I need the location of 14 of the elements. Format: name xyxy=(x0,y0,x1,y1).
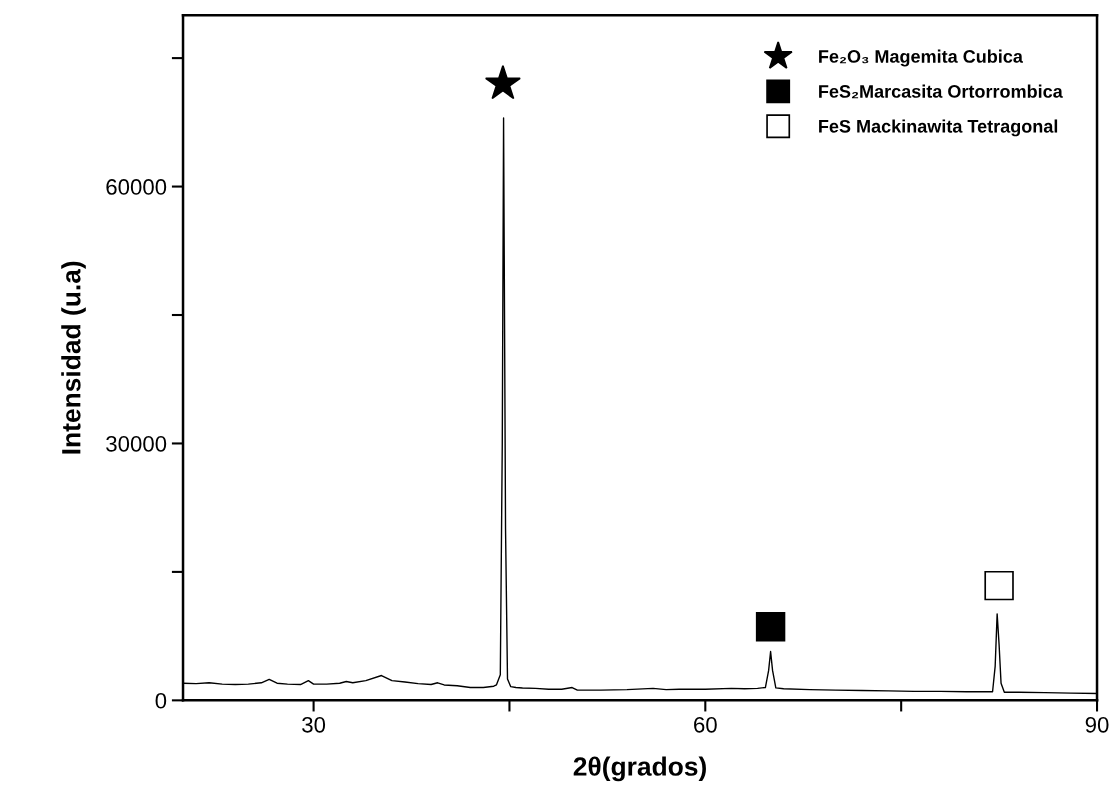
y-tick-label: 60000 xyxy=(106,179,167,195)
point xyxy=(984,570,1014,601)
legend-label: FeS Mackinawita Tetragonal xyxy=(819,119,1058,137)
x-tick-label: 90 xyxy=(1085,716,1109,733)
x-tick-label: 30 xyxy=(302,716,326,733)
legend-label: FeS₂Marcasita Ortorrombica xyxy=(819,84,1063,99)
y-tick-label: 0 xyxy=(155,692,167,709)
y-axis-title: Intensidad (u.a) xyxy=(61,261,86,454)
point xyxy=(755,611,786,642)
legend-label: Fe₂O₃ Magemita Cubica xyxy=(819,49,1024,67)
x-tick-label: 60 xyxy=(694,716,717,733)
y-tick-label: 30000 xyxy=(106,435,167,452)
point xyxy=(484,64,521,100)
x-axis-title: 2θ(grados) xyxy=(573,756,706,782)
